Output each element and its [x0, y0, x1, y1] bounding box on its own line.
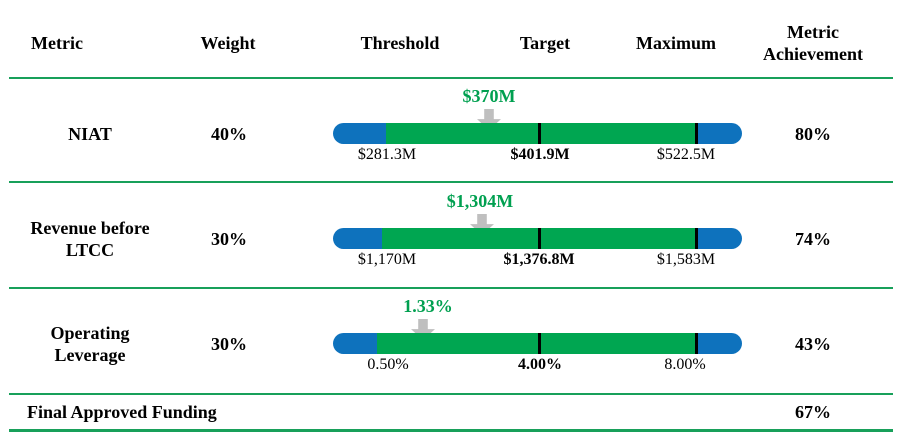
footer-label: Final Approved Funding	[27, 402, 217, 422]
row2-maximum-tick	[695, 228, 698, 249]
row3-green-band	[377, 333, 697, 354]
row3-metric-name: Operating Leverage	[50, 322, 130, 365]
row2-actual-value-label: $1,304M	[446, 191, 514, 211]
header-maximum: Maximum	[636, 33, 716, 53]
row3-actual-value-label: 1.33%	[403, 296, 453, 316]
row1-achievement: 80%	[795, 123, 831, 144]
row2-weight: 30%	[211, 228, 247, 249]
row2-achievement: 74%	[795, 228, 831, 249]
row3-achievement: 43%	[795, 333, 831, 354]
row1-threshold-label: $281.3M	[357, 146, 417, 163]
divider-header	[9, 77, 893, 79]
row1-target-label: $401.9M	[510, 146, 570, 163]
divider-row3	[9, 393, 893, 395]
row3-target-tick	[538, 333, 541, 354]
row1-actual-value-label: $370M	[462, 86, 516, 106]
header-achievement: Metric Achievement	[763, 22, 863, 64]
row1-bullet-bar	[333, 123, 742, 144]
row3-maximum-label: 8.00%	[664, 356, 706, 373]
row1-maximum-label: $522.5M	[656, 146, 716, 163]
divider-bottom	[9, 429, 893, 432]
row2-target-tick	[538, 228, 541, 249]
row3-maximum-tick	[695, 333, 698, 354]
row1-target-tick	[538, 123, 541, 144]
divider-row2	[9, 287, 893, 289]
header-threshold: Threshold	[360, 33, 440, 53]
row3-bullet-bar	[333, 333, 742, 354]
row2-metric-name: Revenue before LTCC	[30, 217, 150, 260]
footer-value: 67%	[795, 402, 831, 422]
row2-threshold-label: $1,170M	[357, 251, 417, 268]
row1-metric-name: NIAT	[68, 123, 112, 144]
header-target: Target	[519, 33, 571, 53]
divider-row1	[9, 181, 893, 183]
row3-target-label: 4.00%	[518, 356, 562, 373]
row3-threshold-label: 0.50%	[367, 356, 409, 373]
row2-maximum-label: $1,583M	[656, 251, 716, 268]
header-weight: Weight	[200, 33, 256, 53]
row2-bullet-bar	[333, 228, 742, 249]
header-metric: Metric	[31, 33, 83, 53]
row1-weight: 40%	[211, 123, 247, 144]
row1-maximum-tick	[695, 123, 698, 144]
row1-green-band	[386, 123, 697, 144]
row3-weight: 30%	[211, 333, 247, 354]
row2-target-label: $1,376.8M	[503, 251, 575, 268]
